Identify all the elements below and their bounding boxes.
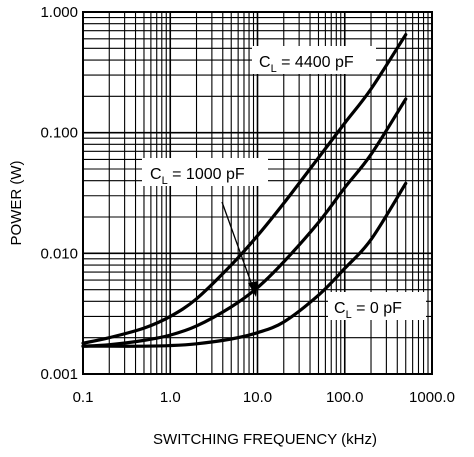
y-tick-label: 0.010 — [40, 245, 78, 262]
annotation-arrow — [221, 201, 254, 289]
label-cl-0-prefix: C — [334, 300, 346, 317]
label-cl-4400-prefix: C — [259, 54, 271, 71]
svg-text:CL = 1000 pF: CL = 1000 pF — [150, 166, 245, 187]
svg-text:CL = 0 pF: CL = 0 pF — [334, 300, 402, 321]
svg-text:CL = 4400 pF: CL = 4400 pF — [259, 54, 354, 75]
tick-labels: 0.1 1.0 10.0 100.0 1000.0 0.001 0.010 0.100 1.00… — [40, 4, 454, 406]
label-cl-4400-sub: L — [271, 63, 277, 75]
x-tick-label: 1000.0 — [409, 389, 455, 406]
y-tick-label: 0.100 — [40, 125, 78, 142]
x-tick-label: 0.1 — [73, 389, 94, 406]
y-axis-label: POWER (W) — [8, 161, 25, 246]
annotation-arrowhead — [248, 281, 258, 297]
plot-frame — [82, 11, 433, 375]
label-cl-4400: CL = 4400 pF — [252, 46, 376, 75]
label-cl-1000: CL = 1000 pF — [142, 158, 268, 187]
label-cl-1000-sub: L — [162, 175, 168, 187]
label-cl-4400-text: = 4400 pF — [277, 54, 354, 71]
series-line-2 — [81, 181, 408, 348]
curves — [81, 32, 408, 348]
label-cl-0: CL = 0 pF — [328, 292, 426, 321]
series-line-1 — [81, 97, 408, 348]
label-cl-0-text: = 0 pF — [352, 300, 402, 317]
x-tick-label: 1.0 — [160, 389, 181, 406]
label-cl-1000-prefix: C — [150, 166, 162, 183]
label-cl-0-sub: L — [346, 309, 352, 321]
x-tick-label: 10.0 — [243, 389, 272, 406]
series-line-0 — [81, 32, 408, 345]
y-tick-label: 0.001 — [40, 366, 78, 383]
label-cl-1000-text: = 1000 pF — [168, 166, 245, 183]
x-tick-label: 100.0 — [326, 389, 364, 406]
y-tick-label: 1.000 — [40, 4, 78, 21]
x-axis-label: SWITCHING FREQUENCY (kHz) — [153, 431, 377, 448]
